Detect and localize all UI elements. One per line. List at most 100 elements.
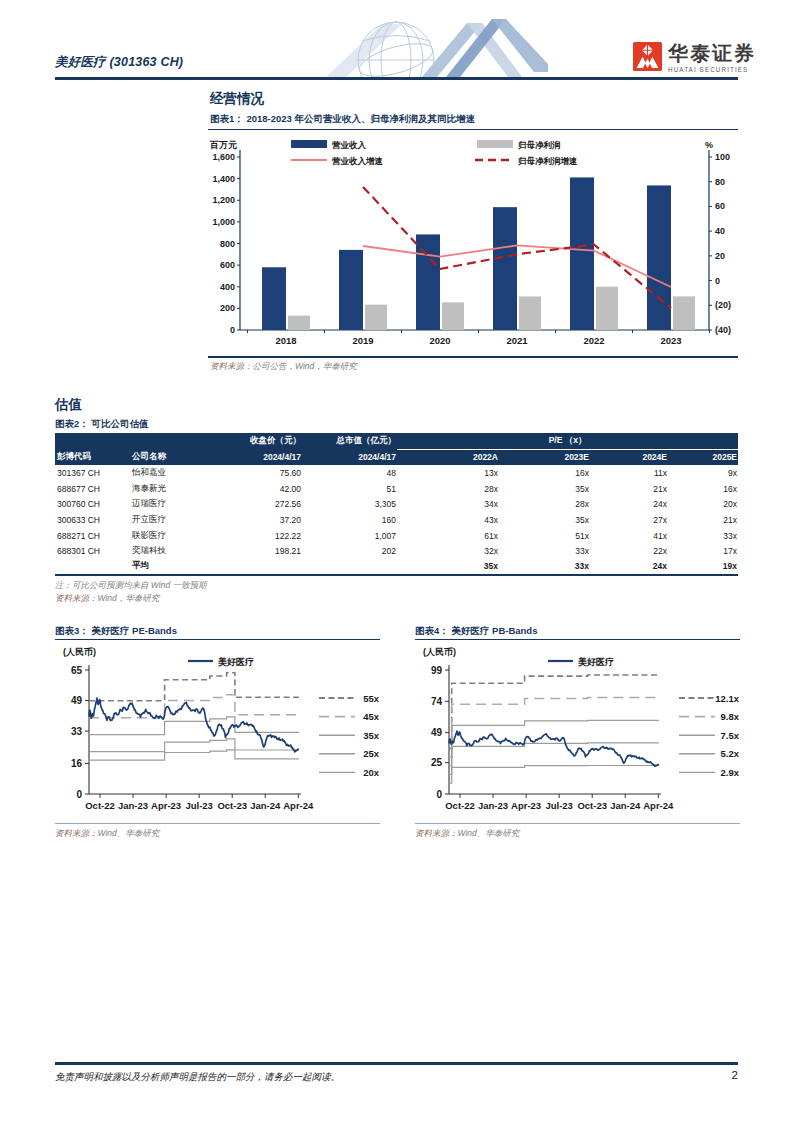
page-number: 2	[700, 1069, 738, 1081]
figure2-note: 注：可比公司预测均来自 Wind 一致预期	[55, 580, 207, 592]
svg-text:2022: 2022	[583, 335, 604, 346]
col-header: 2023E	[499, 449, 590, 465]
svg-text:25: 25	[431, 757, 443, 768]
svg-text:49: 49	[71, 695, 83, 706]
svg-text:Jul-23: Jul-23	[185, 800, 212, 811]
globe-watermark	[296, 14, 548, 77]
svg-text:35x: 35x	[363, 730, 380, 741]
table-row: 301367 CH怡和嘉业75.604813x16x11x9x	[55, 465, 738, 481]
figure4-bottom-rule	[415, 823, 740, 824]
huatai-logo-icon	[633, 42, 662, 71]
figure4-source: 资料来源：Wind、华泰研究	[415, 828, 519, 840]
svg-text:美好医疗: 美好医疗	[217, 656, 254, 667]
figure3-source: 资料来源：Wind、华泰研究	[55, 828, 159, 840]
section-title-operations: 经营情况	[210, 90, 264, 108]
brand-name-en: HUATAI SECURITIES	[668, 66, 756, 73]
col-header: 2024/4/17	[302, 449, 397, 465]
svg-text:0: 0	[436, 789, 442, 800]
svg-text:0: 0	[715, 276, 720, 286]
brand-name-cn: 华泰证券	[668, 42, 756, 64]
figure3-bottom-rule	[55, 823, 380, 824]
svg-text:16: 16	[71, 758, 83, 769]
svg-text:800: 800	[220, 239, 235, 249]
svg-text:2021: 2021	[506, 335, 528, 346]
svg-text:12.1x: 12.1x	[715, 693, 739, 704]
svg-text:20x: 20x	[363, 767, 380, 778]
figure4-caption: 图表4： 美好医疗 PB-Bands	[415, 625, 537, 638]
svg-text:1,400: 1,400	[212, 174, 235, 184]
figure1-bottom-rule	[208, 356, 738, 358]
col-header: 2022A	[397, 449, 499, 465]
svg-text:40: 40	[715, 226, 725, 236]
svg-text:营业收入: 营业收入	[331, 140, 367, 150]
report-page: 美好医疗 (301363 CH) 华泰证券 HUATAI SECURIT	[0, 0, 793, 1122]
table-row: 688677 CH海泰新光42.005128x35x21x16x	[55, 481, 738, 497]
svg-text:%: %	[705, 140, 713, 150]
header-rule	[55, 77, 738, 80]
table-row: 688301 CH奕瑞科技198.2120232x33x22x17x	[55, 543, 738, 559]
svg-text:营业收入增速: 营业收入增速	[331, 156, 384, 166]
svg-text:45x: 45x	[363, 711, 380, 722]
svg-text:Oct-23: Oct-23	[217, 800, 247, 811]
svg-text:(人民币): (人民币)	[423, 647, 456, 657]
section-title-valuation: 估值	[55, 396, 82, 414]
svg-text:(20): (20)	[715, 300, 731, 310]
svg-text:0: 0	[76, 789, 82, 800]
company-title: 美好医疗 (301363 CH)	[55, 54, 183, 71]
svg-text:Apr-24: Apr-24	[643, 800, 674, 811]
col-header: 2024/4/17	[210, 449, 302, 465]
svg-text:2019: 2019	[352, 335, 373, 346]
svg-text:33: 33	[71, 726, 83, 737]
footer-rule	[55, 1062, 738, 1065]
revenue-profit-chart: 百万元%营业收入归母净利润营业收入增速归母净利润增速02004006008001…	[208, 132, 738, 354]
col-group-pe: P/E （x）	[397, 433, 738, 449]
figure1-caption: 图表1： 2018-2023 年公司营业收入、归母净利润及其同比增速	[210, 113, 475, 126]
svg-text:归母净利润增速: 归母净利润增速	[517, 156, 578, 166]
col-header: 2025E	[668, 449, 738, 465]
table-row: 300633 CH开立医疗37.2016043x35x27x21x	[55, 512, 738, 528]
svg-text:美好医疗: 美好医疗	[577, 656, 614, 667]
figure2-caption: 图表2： 可比公司估值	[55, 418, 148, 431]
svg-text:2.9x: 2.9x	[721, 767, 740, 778]
figure3-caption: 图表3： 美好医疗 PE-Bands	[55, 625, 177, 638]
svg-text:25x: 25x	[363, 748, 380, 759]
col-group-close: 收盘价（元）	[210, 433, 302, 449]
svg-text:Oct-22: Oct-22	[85, 800, 115, 811]
comparable-valuation-table: 收盘价（元） 总市值（亿元） P/E （x） 彭博代码 公司名称 2024/4/…	[55, 433, 738, 576]
disclaimer-text: 免责声明和披露以及分析师声明是报告的一部分，请务必一起阅读。	[55, 1071, 340, 1084]
svg-text:Jan-24: Jan-24	[250, 800, 281, 811]
svg-text:Jan-24: Jan-24	[610, 800, 641, 811]
svg-text:1,000: 1,000	[212, 217, 235, 227]
figure1-caption-rule	[208, 129, 738, 130]
svg-text:55x: 55x	[363, 693, 380, 704]
svg-text:80: 80	[715, 177, 725, 187]
svg-text:100: 100	[715, 152, 730, 162]
pe-bands-chart: (人民币)美好医疗016334965Oct-22Jan-23Apr-23Jul-…	[55, 641, 380, 813]
svg-text:(40): (40)	[715, 325, 731, 335]
svg-text:1,600: 1,600	[212, 152, 235, 162]
svg-text:65: 65	[71, 665, 83, 676]
svg-text:0: 0	[230, 325, 235, 335]
svg-text:20: 20	[715, 251, 725, 261]
figure2-source: 资料来源：Wind，华泰研究	[55, 593, 159, 605]
col-header: 公司名称	[130, 449, 210, 465]
svg-text:74: 74	[431, 696, 443, 707]
svg-text:200: 200	[220, 303, 235, 313]
svg-text:2023: 2023	[660, 335, 681, 346]
col-group-mcap: 总市值（亿元）	[302, 433, 397, 449]
svg-text:400: 400	[220, 282, 235, 292]
col-header: 2024E	[590, 449, 668, 465]
svg-text:1,200: 1,200	[212, 195, 235, 205]
svg-text:600: 600	[220, 260, 235, 270]
huatai-logo: 华泰证券 HUATAI SECURITIES	[633, 42, 756, 73]
svg-text:60: 60	[715, 201, 725, 211]
pb-bands-chart: (人民币)美好医疗025497499Oct-22Jan-23Apr-23Jul-…	[415, 641, 740, 813]
table-avg-row: 平均35x33x24x19x	[55, 559, 738, 575]
svg-text:Apr-23: Apr-23	[151, 800, 181, 811]
col-header: 彭博代码	[55, 449, 130, 465]
svg-text:Jul-23: Jul-23	[545, 800, 572, 811]
svg-text:5.2x: 5.2x	[721, 748, 740, 759]
svg-text:7.5x: 7.5x	[721, 730, 740, 741]
svg-text:49: 49	[431, 727, 443, 738]
svg-text:Oct-23: Oct-23	[577, 800, 607, 811]
